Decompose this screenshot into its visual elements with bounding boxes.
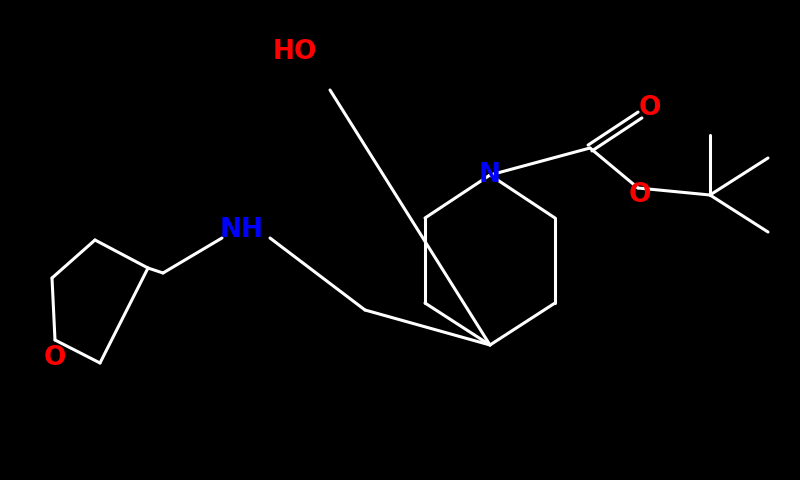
Text: N: N xyxy=(479,162,501,188)
Text: O: O xyxy=(44,345,66,371)
Text: HO: HO xyxy=(273,39,318,65)
Text: O: O xyxy=(638,95,662,121)
Text: NH: NH xyxy=(220,217,264,243)
Text: O: O xyxy=(629,182,651,208)
